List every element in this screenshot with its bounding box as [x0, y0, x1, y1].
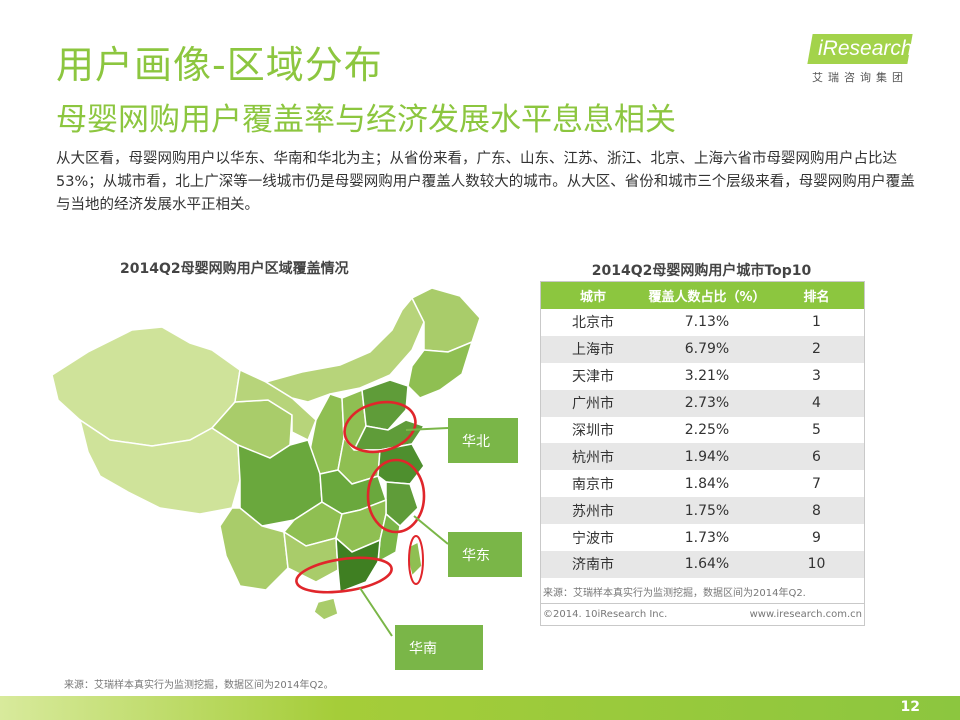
map-region-guangdong	[335, 536, 381, 594]
cell-share: 6.79%	[645, 335, 769, 363]
table-body: 北京市 7.13% 1 上海市 6.79% 2 天津市 3.21% 3 广州市 2.73% 4 深圳市 2…	[541, 309, 864, 578]
iresearch-logo: iResearch 艾瑞咨询集团	[807, 34, 918, 86]
cell-city: 苏州市	[541, 497, 645, 525]
page-source-footnote: 来源：艾瑞样本真实行为监测挖掘，数据区间为2014年Q2。	[64, 680, 334, 691]
cell-share: 1.84%	[684, 475, 730, 492]
column-header-city: 城市	[541, 282, 645, 309]
map-region-hainan	[313, 597, 339, 621]
cell-city: 杭州市	[541, 443, 645, 471]
table-row: 苏州市 1.75% 8	[541, 497, 864, 525]
cell-rank: 6	[769, 443, 864, 471]
map-region-yunnan	[219, 507, 289, 591]
cell-share: 2.25%	[684, 422, 730, 438]
page-subtitle: 母婴网购用户覆盖率与经济发展水平息息相关	[56, 102, 676, 138]
cell-rank: 1	[812, 314, 821, 331]
highlight-taiwan	[408, 535, 424, 585]
table-row: 广州市 2.73% 4	[541, 389, 864, 417]
cell-rank: 3	[812, 368, 821, 385]
cell-rank: 5	[812, 422, 821, 438]
table-header-row: 城市 覆盖人数占比（%） 排名	[541, 282, 864, 309]
cell-share: 1.75%	[645, 497, 769, 525]
table-row: 南京市 1.84% 7	[541, 470, 864, 497]
table-row: 北京市 7.13% 1	[541, 309, 864, 336]
cell-rank: 4	[769, 389, 864, 417]
cell-rank: 10	[769, 551, 864, 578]
table-row: 上海市 6.79% 2	[541, 335, 864, 363]
cell-rank: 9	[812, 529, 821, 546]
cell-share: 2.73%	[645, 389, 769, 417]
region-label-north-china: 华北	[448, 418, 518, 463]
connector-east-china	[413, 515, 449, 545]
cell-city: 上海市	[541, 335, 645, 363]
highlight-north-china	[343, 400, 417, 454]
cell-rank: 7	[812, 475, 821, 492]
copyright-text: ©2014. 10iResearch Inc.	[543, 608, 668, 620]
table-footer: ©2014. 10iResearch Inc. www.iresearch.co…	[541, 602, 864, 625]
intro-paragraph: 从大区看，母婴网购用户以华东、华南和华北为主；从省份来看，广东、山东、江苏、浙江…	[56, 151, 915, 213]
column-header-share: 覆盖人数占比（%）	[645, 282, 769, 309]
highlight-east-china	[366, 458, 426, 534]
city-ranking-table: 城市 覆盖人数占比（%） 排名 北京市 7.13% 1 上海市 6.79% 2 天津市 3.2…	[541, 282, 864, 578]
table-row: 深圳市 2.25% 5	[541, 417, 864, 444]
city-ranking-table-panel: 城市 覆盖人数占比（%） 排名 北京市 7.13% 1 上海市 6.79% 2 天津市 3.2…	[540, 281, 865, 626]
logo-brand-text: iResearch	[818, 37, 913, 60]
column-header-rank: 排名	[769, 282, 864, 309]
cell-share: 1.73%	[684, 529, 730, 546]
footer-bar: 12	[0, 696, 960, 720]
table-row: 宁波市 1.73% 9	[541, 524, 864, 551]
website-text: www.iresearch.com.cn	[749, 608, 862, 620]
china-coverage-map	[51, 287, 481, 637]
region-label-south-china: 华南	[395, 625, 483, 670]
map-region-jilin-liaoning	[407, 340, 474, 399]
map-region-fujian	[377, 512, 401, 564]
highlight-south-china	[295, 556, 393, 594]
page-title: 用户画像-区域分布	[56, 43, 383, 87]
cell-share: 1.64%	[645, 551, 769, 578]
cell-city: 广州市	[541, 389, 645, 417]
cell-share: 1.94%	[645, 443, 769, 471]
region-label-east-china: 华东	[448, 532, 522, 577]
cell-city: 北京市	[572, 315, 614, 332]
page-number: 12	[900, 699, 920, 715]
cell-city: 济南市	[541, 551, 645, 578]
cell-city: 南京市	[572, 476, 614, 493]
cell-share: 3.21%	[684, 368, 730, 385]
cell-city: 深圳市	[572, 423, 614, 439]
table-source-note: 来源：艾瑞样本真实行为监测挖掘，数据区间为2014年Q2.	[543, 587, 806, 599]
connector-south-china	[359, 587, 393, 637]
connector-north-china	[405, 427, 449, 431]
cell-city: 宁波市	[572, 530, 614, 547]
cell-rank: 2	[769, 335, 864, 363]
table-row: 天津市 3.21% 3	[541, 363, 864, 390]
cell-city: 天津市	[572, 369, 614, 386]
table-title: 2014Q2母婴网购用户城市Top10	[591, 263, 812, 279]
table-row: 杭州市 1.94% 6	[541, 443, 864, 471]
map-title: 2014Q2母婴网购用户区域覆盖情况	[120, 261, 349, 277]
table-row: 济南市 1.64% 10	[541, 551, 864, 578]
cell-share: 7.13%	[684, 314, 730, 331]
map-region-tibet	[78, 418, 241, 515]
cell-rank: 8	[769, 497, 864, 525]
logo-chinese-text: 艾瑞咨询集团	[812, 71, 908, 84]
